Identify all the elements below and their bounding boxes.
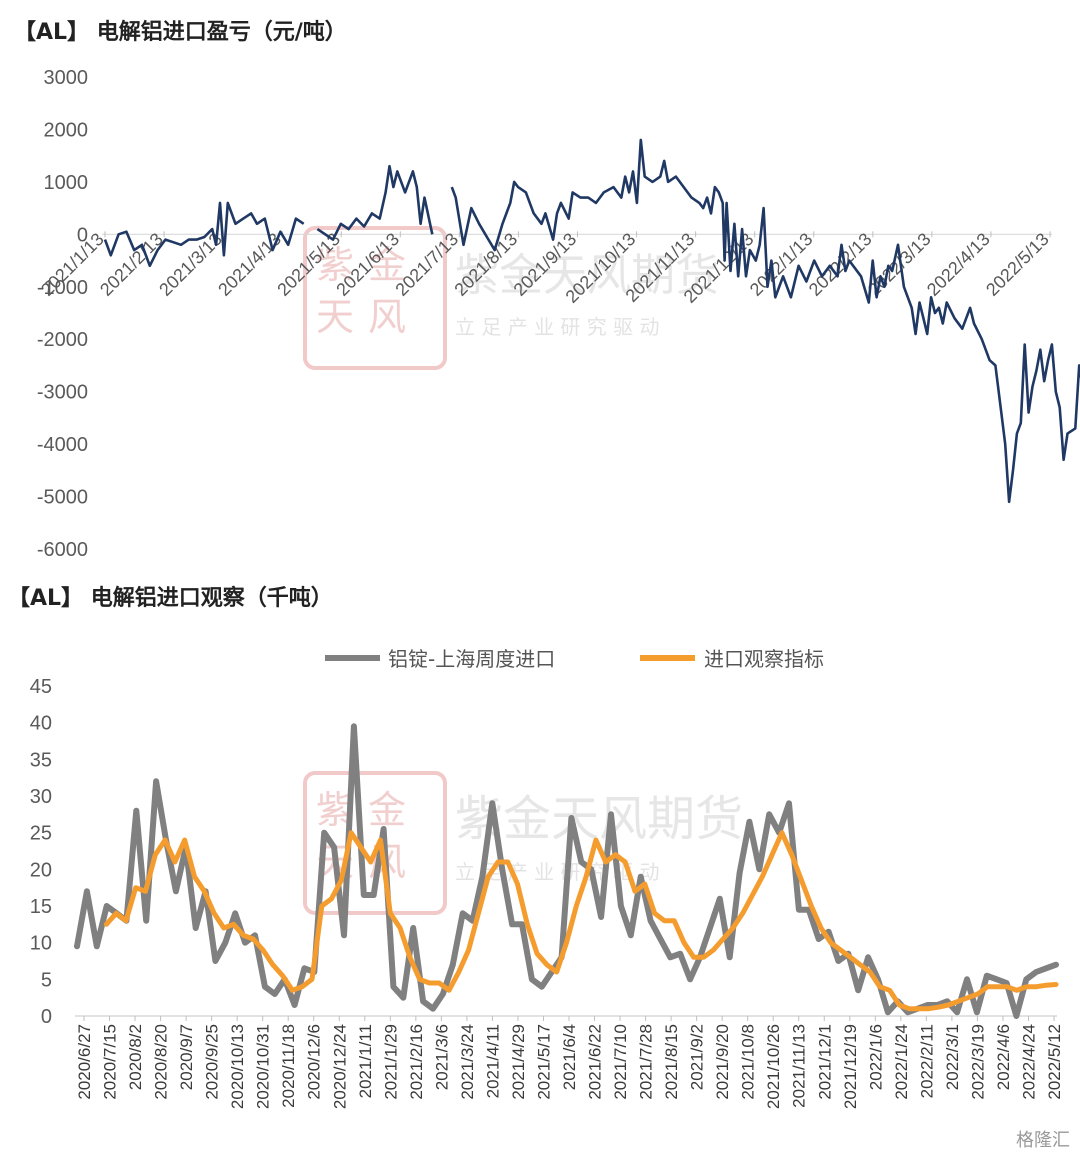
x-tick-label: 2020/12/24 (330, 1024, 349, 1109)
x-tick-label: 2021/12/1 (815, 1024, 834, 1100)
y-tick-label: 15 (30, 896, 52, 918)
y-tick-label: 30 (30, 786, 52, 808)
x-tick-label: 2021/8/15 (662, 1024, 681, 1100)
y-tick-label: -6000 (37, 539, 88, 561)
y-tick-label: 1000 (44, 172, 89, 194)
y-tick-label: 3000 (44, 67, 89, 89)
y-tick-label: -5000 (37, 487, 88, 509)
x-tick-label: 2022/1/6 (866, 1024, 885, 1090)
y-tick-label: 2000 (44, 119, 89, 141)
x-tick-label: 2021/2/16 (407, 1024, 426, 1100)
y-tick-label: 25 (30, 823, 52, 845)
x-tick-label: 2021/4/11 (483, 1024, 502, 1098)
watermark-seal (303, 771, 447, 915)
source-label: 格隆汇 (1016, 1130, 1070, 1151)
x-tick-label: 2022/4/6 (994, 1024, 1013, 1090)
x-tick-label: 2020/9/25 (203, 1024, 222, 1100)
y-tick-label: -3000 (37, 382, 88, 404)
x-tick-label: 2021/1/29 (381, 1024, 400, 1100)
watermark-seal-char: 风 (368, 295, 406, 339)
x-tick-label: 2020/10/31 (254, 1024, 273, 1109)
x-tick-label: 2021/7/28 (637, 1024, 656, 1100)
x-tick-label: 2021/1/11 (356, 1024, 375, 1098)
x-tick-label: 2021/11/13 (790, 1024, 809, 1108)
chart1-title: 【AL】 电解铝进口盈亏（元/吨） (14, 20, 347, 45)
x-tick-label: 2022/1/24 (892, 1024, 911, 1100)
x-tick-label: 2020/12/6 (305, 1024, 324, 1100)
y-tick-label: 10 (30, 933, 52, 955)
x-tick-label: 2021/10/8 (739, 1024, 758, 1100)
y-tick-label: -2000 (37, 329, 88, 351)
x-tick-label: 2021/4/29 (509, 1024, 528, 1100)
watermark-name: 紫金天风期货 (455, 791, 743, 847)
x-tick-label: 2021/12/19 (841, 1024, 860, 1109)
x-tick-label: 2021/3/6 (432, 1024, 451, 1090)
x-tick-label: 2022/3/19 (968, 1024, 987, 1100)
y-tick-label: 20 (30, 859, 52, 881)
series-line-1 (74, 723, 1059, 1019)
x-tick-label: 2022/4/24 (1019, 1024, 1038, 1100)
x-tick-label: 2021/7/10 (611, 1024, 630, 1100)
import-profit-chart: 紫金天 风 紫金天风期货立 足 产 业 研 究 驱 动 3000 2000 1000 0 -1… (37, 67, 1080, 561)
x-tick-label: 2022/2/11 (917, 1024, 936, 1098)
x-tick-label: 2020/8/2 (126, 1024, 145, 1090)
x-tick-label: 2021/9/20 (713, 1024, 732, 1100)
y-tick-label: -1000 (37, 277, 88, 299)
x-tick-label: 2022/3/1 (943, 1024, 962, 1090)
watermark-seal-char: 金 (368, 788, 406, 832)
y-tick-label: 5 (41, 969, 52, 991)
x-tick-label: 2021/9/2 (688, 1024, 707, 1090)
y-tick-label: -4000 (37, 434, 88, 456)
y-tick-label: 0 (41, 1006, 52, 1028)
x-tick-label: 2020/10/13 (228, 1024, 247, 1109)
x-tick-label: 2021/5/17 (534, 1024, 553, 1100)
legend-label-1: 铝锭-上海周度进口 (388, 647, 555, 671)
watermark-seal-char: 紫 (316, 243, 354, 287)
watermark-seal (303, 226, 447, 370)
watermark-seal-char: 金 (368, 243, 406, 287)
x-tick-label: 2020/8/20 (152, 1024, 171, 1100)
series-line-profit (103, 138, 1080, 504)
watermark-seal-char: 天 (316, 295, 354, 339)
series-line-2 (103, 830, 1059, 1012)
x-tick-label: 2022/5/12 (1045, 1024, 1064, 1100)
x-tick-label: 2021/6/22 (586, 1024, 605, 1100)
x-tick-label: 2020/7/15 (101, 1024, 120, 1100)
x-tick-label: 2020/6/27 (75, 1024, 94, 1100)
x-tick-label: 2020/9/7 (177, 1024, 196, 1090)
x-tick-label: 2020/11/18 (279, 1024, 298, 1108)
legend-label-2: 进口观察指标 (704, 647, 824, 671)
watermark-name: 紫金天风期货 (455, 250, 719, 301)
watermark-slogan: 立 足 产 业 研 究 驱 动 (455, 315, 660, 339)
x-tick-label: 2021/3/24 (458, 1024, 477, 1100)
chart2-title: 【AL】 电解铝进口观察（千吨） (8, 586, 333, 611)
x-tick-label: 2021/10/26 (764, 1024, 783, 1109)
y-tick-label: 45 (30, 676, 52, 698)
x-tick-label: 2021/6/4 (560, 1024, 579, 1090)
y-tick-label: 40 (30, 713, 52, 735)
y-tick-label: 0 (77, 224, 88, 246)
y-tick-label: 35 (30, 749, 52, 771)
